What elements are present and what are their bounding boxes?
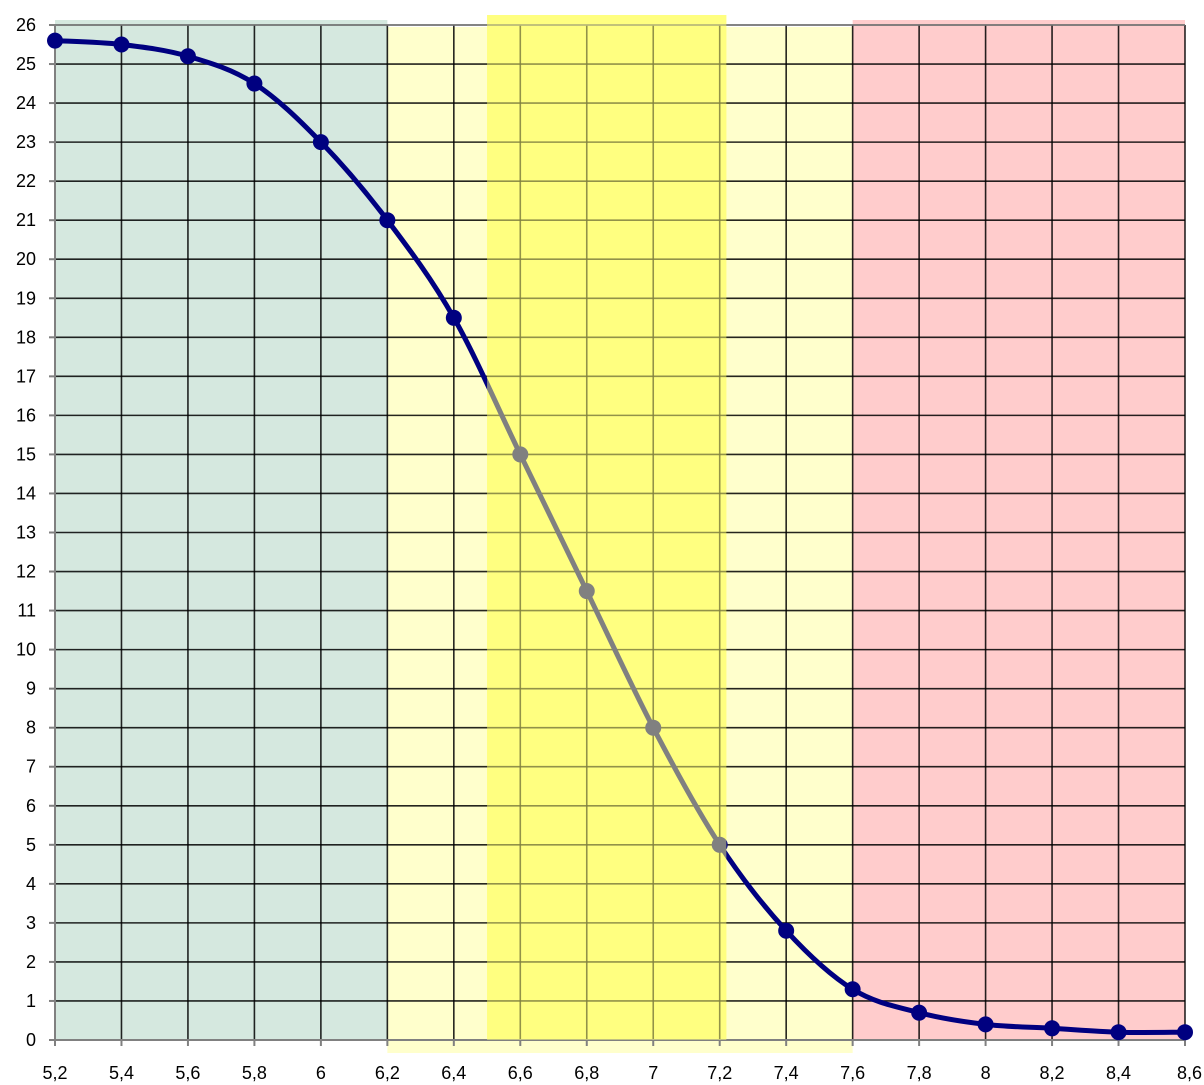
y-tick-label-20: 20 xyxy=(16,249,36,269)
y-tick-label-21: 21 xyxy=(16,210,36,230)
data-point-12 xyxy=(844,981,861,998)
data-point-16 xyxy=(1110,1024,1127,1041)
y-tick-label-1: 1 xyxy=(26,991,36,1011)
y-tick-label-18: 18 xyxy=(16,327,36,347)
x-axis-tick-labels: 5,2 5,4 5,6 5,8 6 6,2 6,4 6,6 6,8 7 7,2 7,4 7,6 7,8 8 8… xyxy=(42,1063,1202,1083)
y-tick-label-24: 24 xyxy=(16,93,36,113)
y-tick-label-2: 2 xyxy=(26,952,36,972)
y-tick-label-23: 23 xyxy=(16,132,36,152)
y-tick-label-10: 10 xyxy=(16,640,36,660)
y-tick-label-8: 8 xyxy=(26,718,36,738)
x-tick-label-4: 6 xyxy=(316,1063,326,1083)
x-tick-label-17: 8,6 xyxy=(1177,1063,1202,1083)
x-tick-label-11: 7,4 xyxy=(774,1063,799,1083)
y-tick-label-5: 5 xyxy=(26,835,36,855)
y-tick-label-9: 9 xyxy=(26,679,36,699)
y-tick-label-11: 11 xyxy=(17,601,36,621)
x-tick-label-8: 6,8 xyxy=(574,1063,599,1083)
data-point-6 xyxy=(445,309,462,326)
x-tick-label-9: 7 xyxy=(648,1063,658,1083)
y-tick-label-25: 25 xyxy=(16,54,36,74)
y-tick-label-4: 4 xyxy=(26,874,36,894)
data-point-2 xyxy=(179,48,196,65)
data-point-4 xyxy=(312,134,329,151)
data-point-3 xyxy=(246,75,263,92)
x-tick-label-0: 5,2 xyxy=(42,1063,67,1083)
data-point-14 xyxy=(977,1016,994,1033)
x-tick-label-6: 6,4 xyxy=(441,1063,466,1083)
band-0 xyxy=(55,20,388,1040)
x-tick-label-5: 6,2 xyxy=(375,1063,400,1083)
y-tick-label-17: 17 xyxy=(16,366,36,386)
data-point-17 xyxy=(1177,1024,1193,1041)
y-tick-label-0: 0 xyxy=(26,1030,36,1050)
series-layer xyxy=(47,15,1193,1041)
y-tick-label-22: 22 xyxy=(16,171,36,191)
x-tick-label-12: 7,6 xyxy=(840,1063,865,1083)
y-tick-label-16: 16 xyxy=(16,405,36,425)
highlight-band-overlay xyxy=(487,15,727,1040)
data-point-13 xyxy=(911,1004,928,1021)
x-tick-label-7: 6,6 xyxy=(508,1063,533,1083)
x-tick-label-15: 8,2 xyxy=(1040,1063,1065,1083)
data-point-5 xyxy=(379,212,396,229)
data-point-11 xyxy=(778,922,795,939)
y-tick-label-12: 12 xyxy=(16,562,36,582)
y-tick-label-26: 26 xyxy=(16,15,36,35)
x-tick-label-14: 8 xyxy=(981,1063,991,1083)
x-tick-label-16: 8,4 xyxy=(1106,1063,1131,1083)
band-3 xyxy=(852,20,1185,1040)
y-tick-label-3: 3 xyxy=(26,913,36,933)
data-point-1 xyxy=(113,36,130,53)
x-tick-label-2: 5,6 xyxy=(175,1063,200,1083)
y-tick-label-15: 15 xyxy=(16,444,36,464)
y-tick-label-14: 14 xyxy=(16,483,36,503)
y-tick-label-19: 19 xyxy=(16,288,36,308)
x-tick-label-13: 7,8 xyxy=(907,1063,932,1083)
data-point-0 xyxy=(47,32,63,49)
x-tick-label-3: 5,8 xyxy=(242,1063,267,1083)
x-tick-label-10: 7,2 xyxy=(707,1063,732,1083)
y-axis-tick-labels: 0123456789101112131415161718192021222324… xyxy=(16,15,36,1050)
data-point-15 xyxy=(1044,1020,1061,1037)
x-tick-label-1: 5,4 xyxy=(109,1063,134,1083)
y-tick-label-6: 6 xyxy=(26,796,36,816)
y-tick-label-7: 7 xyxy=(26,757,36,777)
y-tick-label-13: 13 xyxy=(16,523,36,543)
